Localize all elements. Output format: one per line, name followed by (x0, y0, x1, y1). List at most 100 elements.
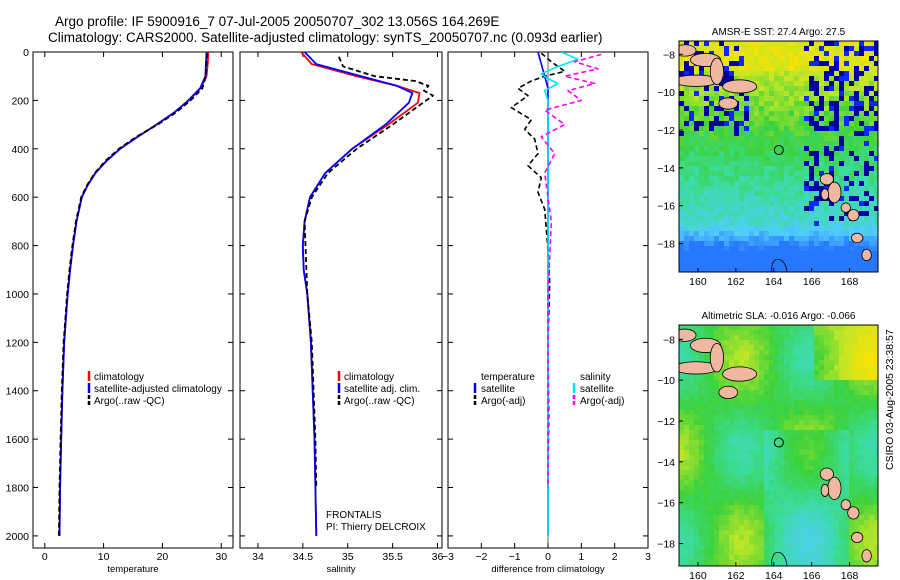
map-cell (824, 500, 830, 506)
map-cell (764, 350, 770, 356)
map-cell (824, 540, 830, 546)
map-cell (804, 530, 810, 536)
map-cell (709, 121, 715, 127)
map-cell (684, 410, 690, 416)
map-cell (694, 116, 700, 122)
map-cell (744, 400, 750, 406)
map-cell (819, 465, 825, 471)
map-cell (729, 545, 735, 551)
map-cell (679, 206, 685, 212)
map-cell (734, 405, 740, 411)
map-cell (754, 96, 760, 102)
map-cell (814, 146, 820, 152)
map-cell (744, 515, 750, 521)
map-cell (774, 176, 780, 182)
map-cell (744, 540, 750, 546)
map-cell (684, 246, 690, 252)
map-cell (869, 151, 875, 157)
map-cell (684, 186, 690, 192)
map-cell (784, 395, 790, 401)
map-cell (849, 101, 855, 107)
map-cell (729, 41, 735, 47)
map-cell (749, 146, 755, 152)
map-cell (859, 380, 865, 386)
map-cell (689, 510, 695, 516)
map-cell (809, 380, 815, 386)
map-cell (774, 485, 780, 491)
map-cell (764, 435, 770, 441)
island-shape (718, 97, 739, 110)
map-cell (749, 121, 755, 127)
map-cell (839, 535, 845, 541)
map-cell (694, 425, 700, 431)
map-cell (774, 61, 780, 67)
map-cell (714, 171, 720, 177)
map-cell (694, 505, 700, 511)
map-cell (714, 221, 720, 227)
map-cell (739, 495, 745, 501)
map-cell (829, 76, 835, 82)
map-cell (719, 81, 725, 87)
map-cell (749, 340, 755, 346)
map-cell (739, 435, 745, 441)
map-cell (704, 211, 710, 217)
map-cell (829, 151, 835, 157)
map-cell (764, 360, 770, 366)
map-cell (729, 241, 735, 247)
map-cell (704, 246, 710, 252)
map-cell (789, 261, 795, 267)
map-cell (759, 211, 765, 217)
map-cell (874, 256, 878, 262)
map-cell (784, 176, 790, 182)
map-cell (689, 455, 695, 461)
map-cell (689, 390, 695, 396)
map-cell (749, 555, 755, 561)
map-cell (689, 545, 695, 551)
map-cell (734, 395, 740, 401)
map-cell (709, 470, 715, 476)
map-cell (849, 380, 855, 386)
map-cell (759, 166, 765, 172)
map-cell (869, 191, 875, 197)
map-cell (794, 475, 800, 481)
map-cell (794, 181, 800, 187)
map-cell (699, 430, 705, 436)
map-cell (819, 505, 825, 511)
map-cell (779, 221, 785, 227)
x-tick-label: 10 (98, 551, 110, 563)
map-cell (854, 86, 860, 92)
map-cell (759, 475, 765, 481)
map-cell (774, 380, 780, 386)
map-cell (679, 121, 685, 127)
map-cell (829, 156, 835, 162)
map-cell (749, 560, 755, 566)
map-cell (774, 206, 780, 212)
map-cell (709, 380, 715, 386)
map-cell (734, 111, 740, 117)
map-cell (724, 166, 730, 172)
map-cell (729, 555, 735, 561)
map-cell (694, 375, 700, 381)
map-cell (859, 176, 865, 182)
map-cell (779, 111, 785, 117)
map-cell (774, 96, 780, 102)
map-cell (734, 465, 740, 471)
map-cell (854, 360, 860, 366)
map-cell (804, 385, 810, 391)
map-cell (844, 236, 850, 242)
map-cell (779, 450, 785, 456)
map-cell (714, 410, 720, 416)
map-cell (739, 485, 745, 491)
map-cell (684, 400, 690, 406)
map-cell (834, 505, 840, 511)
map-cell (799, 515, 805, 521)
map-cell (769, 435, 775, 441)
map-cell (774, 56, 780, 62)
map-cell (774, 41, 780, 47)
map-cell (739, 226, 745, 232)
map-cell (869, 126, 875, 132)
map-cell (709, 450, 715, 456)
map-cell (719, 460, 725, 466)
map-cell (724, 126, 730, 132)
map-cell (789, 86, 795, 92)
